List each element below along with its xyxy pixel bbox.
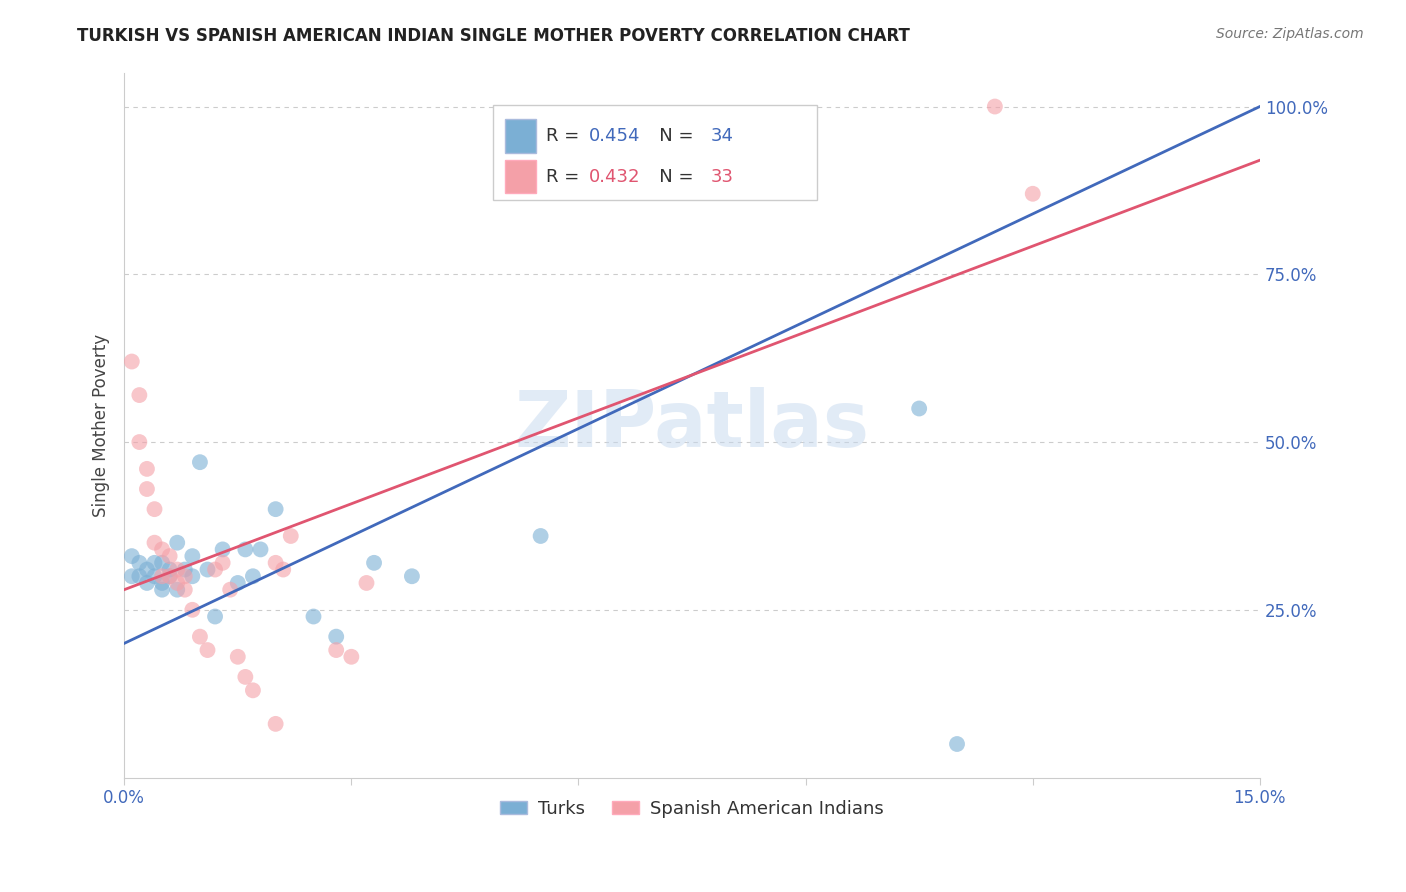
Point — [136, 562, 159, 576]
Point — [235, 670, 257, 684]
Point — [166, 576, 188, 591]
Point — [356, 576, 378, 591]
Point — [197, 562, 219, 576]
Point — [204, 609, 226, 624]
Point — [166, 562, 188, 576]
Point — [204, 562, 226, 576]
Point — [188, 455, 211, 469]
Point — [325, 630, 347, 644]
Text: R =: R = — [546, 127, 585, 145]
Point — [226, 576, 249, 591]
Point — [242, 569, 264, 583]
Point — [325, 643, 347, 657]
Point — [401, 569, 423, 583]
Point — [264, 717, 287, 731]
Text: TURKISH VS SPANISH AMERICAN INDIAN SINGLE MOTHER POVERTY CORRELATION CHART: TURKISH VS SPANISH AMERICAN INDIAN SINGL… — [77, 27, 910, 45]
Point — [173, 582, 195, 597]
Point — [173, 569, 195, 583]
Point — [984, 99, 1007, 113]
Point — [150, 556, 173, 570]
Point — [249, 542, 271, 557]
Point — [271, 562, 294, 576]
FancyBboxPatch shape — [494, 104, 817, 200]
Point — [143, 535, 166, 549]
Text: R =: R = — [546, 168, 585, 186]
Point — [136, 462, 159, 476]
Point — [908, 401, 931, 416]
Text: Source: ZipAtlas.com: Source: ZipAtlas.com — [1216, 27, 1364, 41]
Point — [242, 683, 264, 698]
Point — [121, 549, 143, 563]
Y-axis label: Single Mother Poverty: Single Mother Poverty — [93, 334, 110, 516]
Point — [128, 556, 150, 570]
Text: 34: 34 — [710, 127, 733, 145]
Point — [211, 556, 233, 570]
Point — [302, 609, 325, 624]
Point — [136, 482, 159, 496]
Point — [121, 569, 143, 583]
FancyBboxPatch shape — [505, 119, 537, 153]
Point — [150, 576, 173, 591]
Point — [159, 549, 181, 563]
Legend: Turks, Spanish American Indians: Turks, Spanish American Indians — [494, 792, 891, 825]
Point — [197, 643, 219, 657]
Text: N =: N = — [643, 168, 699, 186]
Point — [181, 569, 204, 583]
Text: N =: N = — [643, 127, 699, 145]
Point — [181, 549, 204, 563]
Point — [188, 630, 211, 644]
Point — [235, 542, 257, 557]
Point — [211, 542, 233, 557]
Point — [136, 576, 159, 591]
Point — [128, 569, 150, 583]
Point — [121, 354, 143, 368]
Point — [128, 435, 150, 450]
Point — [143, 502, 166, 516]
Point — [530, 529, 553, 543]
Point — [226, 649, 249, 664]
Point — [159, 562, 181, 576]
FancyBboxPatch shape — [505, 160, 537, 194]
Point — [1022, 186, 1045, 201]
Point — [143, 556, 166, 570]
Point — [166, 582, 188, 597]
Point — [143, 569, 166, 583]
Point — [264, 556, 287, 570]
Text: 0.432: 0.432 — [589, 168, 640, 186]
Point — [219, 582, 242, 597]
Point — [340, 649, 363, 664]
Point — [173, 562, 195, 576]
Point — [946, 737, 969, 751]
Point — [128, 388, 150, 402]
Point — [150, 569, 173, 583]
Point — [159, 569, 181, 583]
Point — [150, 582, 173, 597]
Point — [181, 603, 204, 617]
Point — [150, 542, 173, 557]
Point — [363, 556, 385, 570]
Point — [264, 502, 287, 516]
Text: 0.454: 0.454 — [589, 127, 640, 145]
Point — [280, 529, 302, 543]
Text: ZIPatlas: ZIPatlas — [515, 387, 869, 463]
Point — [166, 535, 188, 549]
Point — [159, 569, 181, 583]
Text: 33: 33 — [710, 168, 733, 186]
